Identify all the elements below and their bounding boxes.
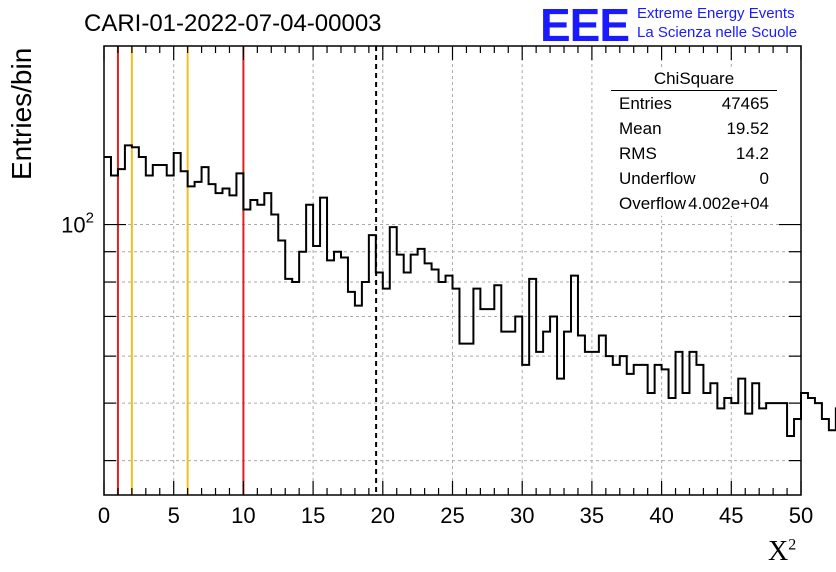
stats-key: Overflow	[619, 194, 687, 213]
x-tick-label: 10	[231, 503, 255, 528]
x-tick-label: 5	[168, 503, 180, 528]
stats-value: 14.2	[735, 144, 769, 163]
x-axis-label: X2	[768, 536, 796, 568]
stats-row: Entries 47465	[611, 91, 777, 116]
y-tick-label: 102	[61, 210, 94, 238]
grid-lines	[104, 46, 801, 495]
stats-value: 0	[759, 169, 769, 188]
marker-lines	[116, 46, 378, 495]
eee-logo: EEE	[540, 0, 630, 51]
stats-title: ChiSquare	[611, 68, 777, 91]
logo-line-2: La Scienza nelle Scuole	[637, 24, 798, 41]
stats-key: RMS	[619, 144, 657, 163]
x-tick-label: 35	[580, 503, 604, 528]
stats-value: 19.52	[726, 119, 769, 138]
x-tick-label: 45	[719, 503, 743, 528]
x-axis-label-sup: 2	[788, 536, 797, 554]
x-tick-label: 25	[440, 503, 464, 528]
stats-key: Mean	[619, 119, 662, 138]
x-tick-label: 0	[98, 503, 110, 528]
stats-box: ChiSquare Entries 47465 Mean 19.52 RMS 1…	[611, 68, 777, 216]
x-tick-label: 20	[371, 503, 395, 528]
axis-ticks	[103, 46, 802, 495]
x-tick-label: 15	[301, 503, 325, 528]
x-axis-label-base: X	[768, 536, 789, 567]
y-axis-label: Entries/bin	[6, 47, 37, 180]
stats-row: Mean 19.52	[611, 116, 777, 141]
tick-labels: 0 5 10 15 20 25 30 35 40 45 50 102	[61, 210, 813, 528]
stats-value: 4.002e+04	[688, 194, 769, 213]
stats-value: 47465	[721, 94, 769, 113]
x-tick-label: 30	[510, 503, 534, 528]
chart-title: CARI-01-2022-07-04-00003	[84, 10, 382, 37]
x-tick-label: 50	[789, 503, 813, 528]
stats-row: Overflow 4.002e+04	[611, 191, 777, 216]
histogram-line	[104, 144, 836, 438]
stats-key: Underflow	[619, 169, 696, 188]
stats-row: Underflow 0	[611, 166, 777, 191]
x-tick-label: 40	[649, 503, 673, 528]
stats-row: RMS 14.2	[611, 141, 777, 166]
stats-key: Entries	[619, 94, 672, 113]
logo-line-1: Extreme Energy Events	[637, 5, 795, 22]
